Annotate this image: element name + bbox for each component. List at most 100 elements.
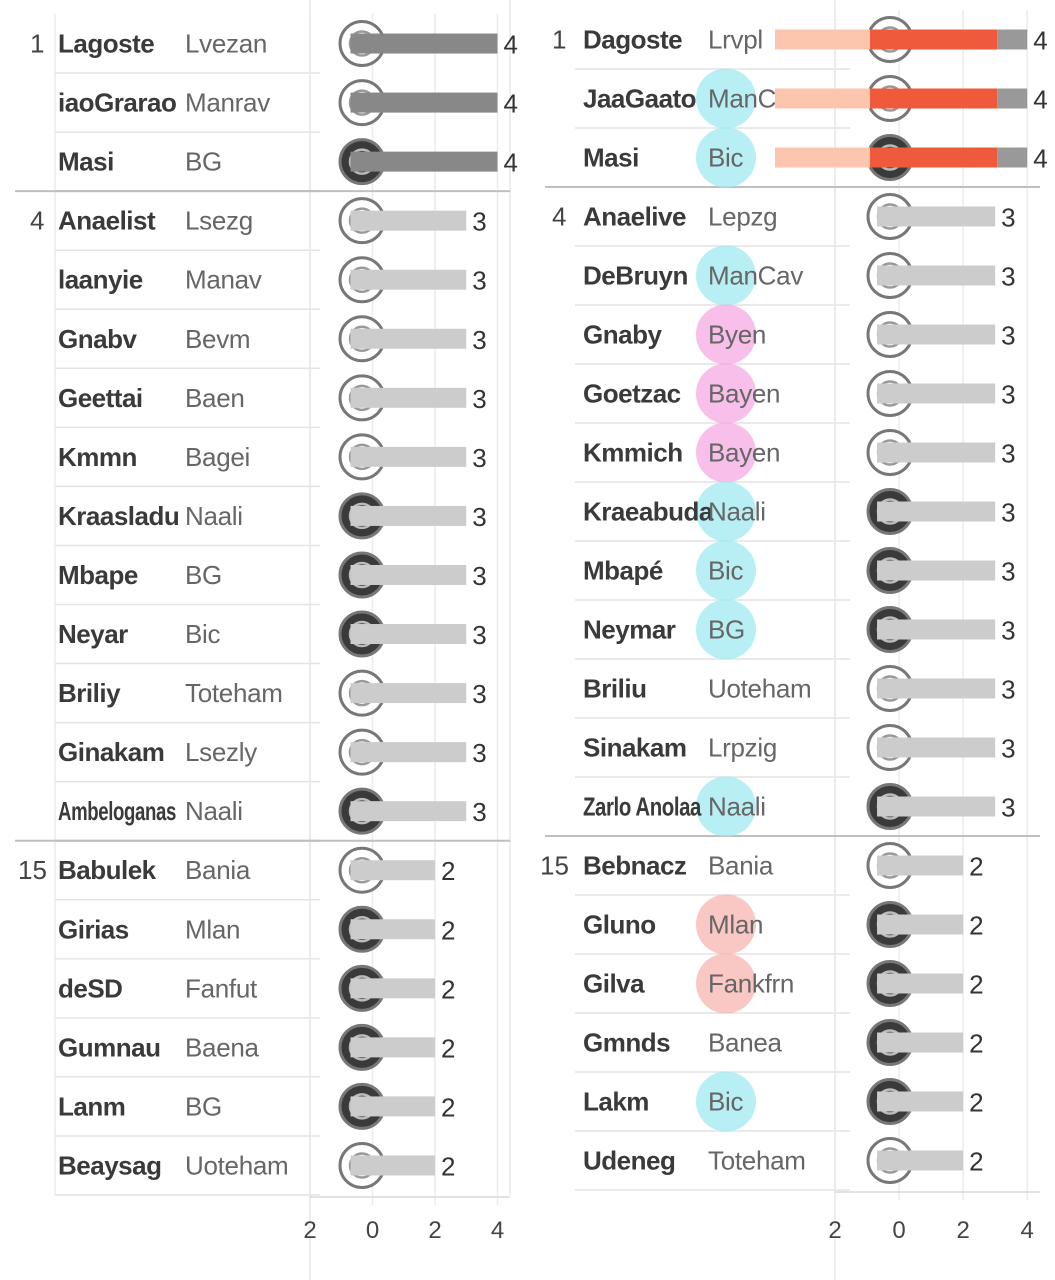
club-name: Baen [185, 383, 245, 413]
club-name: Manav [185, 265, 262, 295]
club-name: Toteham [185, 678, 283, 708]
club-name: Banea [708, 1028, 783, 1058]
player-name: Masi [58, 147, 114, 177]
bar [350, 269, 467, 290]
rank-label: 15 [18, 855, 47, 885]
club-name: Mlan [708, 910, 763, 940]
club-name: Bania [708, 851, 774, 881]
player-name: laanyie [58, 265, 143, 295]
bar-end [997, 29, 1028, 50]
club-badge-icon [696, 422, 756, 483]
bar-value-label: 3 [472, 679, 486, 709]
club-name: Lrvpl [708, 25, 763, 55]
bar-value-label: 3 [472, 207, 486, 237]
bar-value-label: 2 [969, 970, 983, 1000]
club-badge-icon [696, 540, 756, 601]
bar [877, 796, 996, 817]
bar-value-label: 3 [1001, 616, 1015, 646]
player-name: JaaGaato [583, 84, 696, 114]
bar-value-label: 3 [1001, 734, 1015, 764]
bar-value-label: 3 [1001, 498, 1015, 528]
player-name: Neymar [583, 615, 676, 645]
player-name: iaoGrarao [58, 88, 176, 118]
bar-value-label: 3 [1001, 557, 1015, 587]
bar-value-label: 2 [969, 1088, 983, 1118]
bar [877, 619, 996, 640]
club-name: BG [185, 1091, 222, 1121]
bar-value-label: 4 [1033, 26, 1047, 56]
bar [877, 914, 964, 935]
club-name: Bevm [185, 324, 250, 354]
player-name: Zarlo Anolaa [583, 792, 702, 822]
player-name: Gnaby [583, 320, 662, 350]
bar [877, 1032, 964, 1053]
club-name: Mlan [185, 914, 240, 944]
club-name: Baena [185, 1032, 260, 1062]
rank-label: 15 [540, 851, 569, 881]
club-name: Naali [708, 792, 766, 822]
rank-label: 4 [30, 206, 44, 236]
club-name: Bania [185, 855, 251, 885]
bar [350, 151, 498, 172]
club-name: Lrpzig [708, 733, 777, 763]
player-name: Neyar [58, 619, 128, 649]
player-name: Gmnds [583, 1028, 670, 1058]
x-tick-label: 4 [491, 1217, 504, 1244]
bar-value-label: 2 [969, 852, 983, 882]
bar [870, 29, 998, 50]
bar-value-label: 2 [969, 1029, 983, 1059]
club-name: Fanfut [185, 973, 258, 1003]
bar-value-label: 4 [504, 30, 518, 60]
bar [350, 328, 467, 349]
x-tick-label: 0 [892, 1217, 905, 1244]
player-name: Ginakam [58, 737, 164, 767]
bar-value-label: 3 [1001, 793, 1015, 823]
player-name: Mbape [58, 560, 138, 590]
rank-label: 1 [552, 25, 566, 55]
club-name: Bic [708, 1087, 744, 1117]
club-name: Uoteham [185, 1150, 288, 1180]
club-name: Uoteham [708, 674, 811, 704]
player-name: Geettai [58, 383, 143, 413]
club-name: Byen [708, 320, 766, 350]
bar-value-label: 3 [472, 266, 486, 296]
bar-value-label: 2 [969, 911, 983, 941]
club-badge-icon [696, 894, 756, 955]
bar-value-label: 3 [1001, 321, 1015, 351]
bar [877, 1150, 964, 1171]
bar [877, 678, 996, 699]
bar-value-label: 4 [1033, 144, 1047, 174]
bar-value-label: 3 [472, 738, 486, 768]
rank-label: 1 [30, 29, 44, 59]
bar [350, 505, 467, 526]
player-name: Briliu [583, 674, 646, 704]
player-name: Dagoste [583, 25, 682, 55]
bar-value-label: 2 [441, 1151, 455, 1181]
player-name: Girias [58, 914, 129, 944]
club-badge-icon [696, 304, 756, 365]
bar-value-label: 3 [1001, 439, 1015, 469]
x-tick-label: 2 [828, 1217, 841, 1244]
player-name: Lagoste [58, 29, 154, 59]
player-name: Kraeabuda [583, 497, 714, 527]
player-name: Babulek [58, 855, 157, 885]
bar [350, 1096, 435, 1117]
player-name: Bebnacz [583, 851, 687, 881]
bar-value-label: 3 [1001, 262, 1015, 292]
club-badge-icon [696, 953, 756, 1014]
bar [350, 683, 467, 704]
bar-end [997, 88, 1028, 109]
player-name: Sinakam [583, 733, 686, 763]
player-name: Goetzac [583, 379, 681, 409]
bar-value-label: 3 [472, 502, 486, 532]
club-badge-icon [696, 776, 756, 837]
bar [877, 206, 996, 227]
club-name: Lvezan [185, 29, 267, 59]
bar [350, 919, 435, 940]
player-name: DeBruyn [583, 261, 688, 291]
club-name: Bic [708, 556, 744, 586]
club-name: BG [185, 560, 222, 590]
bar-value-label: 2 [441, 856, 455, 886]
club-name: Lsezg [185, 206, 253, 236]
